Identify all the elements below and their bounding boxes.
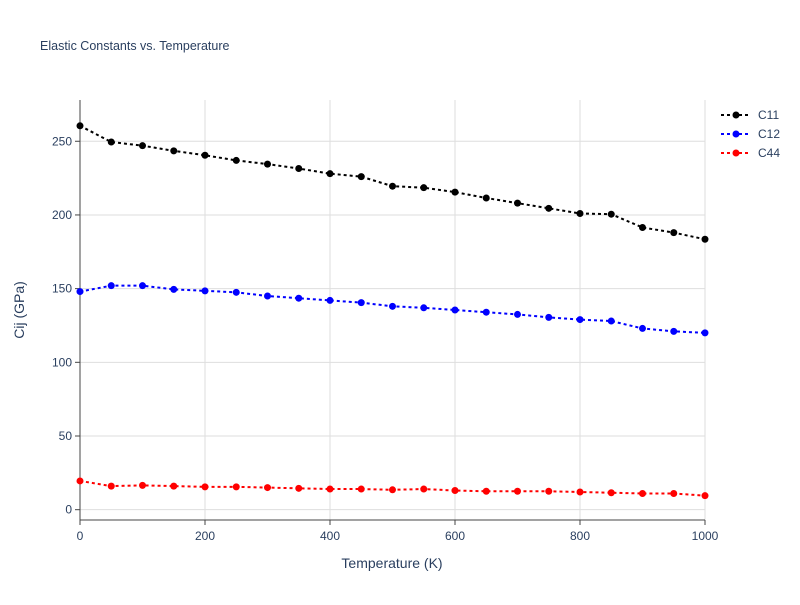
legend-item-c12[interactable]: C12 xyxy=(721,127,780,141)
legend[interactable]: C11 C12 C44 xyxy=(721,108,780,160)
data-point-c44[interactable] xyxy=(107,482,115,490)
data-point-c44[interactable] xyxy=(326,485,334,493)
data-point-c44[interactable] xyxy=(670,489,678,497)
legend-marker xyxy=(732,149,740,157)
legend-label: C12 xyxy=(758,127,780,141)
y-tick-label: 200 xyxy=(52,208,72,222)
data-point-c12[interactable] xyxy=(295,294,303,302)
data-point-c12[interactable] xyxy=(482,308,490,316)
y-tick-label: 50 xyxy=(59,429,73,443)
data-point-c44[interactable] xyxy=(545,487,553,495)
data-point-c44[interactable] xyxy=(607,489,615,497)
data-point-c44[interactable] xyxy=(264,484,271,492)
y-tick-label: 150 xyxy=(52,282,72,296)
data-point-c44[interactable] xyxy=(357,485,365,493)
data-point-c44[interactable] xyxy=(201,483,209,491)
data-point-c12[interactable] xyxy=(357,299,365,307)
legend-marker xyxy=(732,130,740,138)
x-tick-label: 800 xyxy=(570,529,590,543)
data-point-c11[interactable] xyxy=(639,223,646,231)
data-point-c12[interactable] xyxy=(264,292,271,300)
data-point-c11[interactable] xyxy=(576,209,584,217)
data-point-c12[interactable] xyxy=(514,310,521,318)
x-tick-label: 600 xyxy=(445,529,465,543)
data-point-c11[interactable] xyxy=(170,147,178,155)
data-point-c44[interactable] xyxy=(232,483,240,491)
chart-title: Elastic Constants vs. Temperature xyxy=(40,39,229,53)
y-tick-label: 250 xyxy=(52,134,72,148)
x-axis-title: Temperature (K) xyxy=(341,555,442,571)
data-point-c11[interactable] xyxy=(326,170,334,178)
x-tick-label: 1000 xyxy=(692,529,719,543)
axes: 0 200 400 600 800 1000 0 50 100 150 200 250 xyxy=(52,100,719,543)
data-point-c44[interactable] xyxy=(389,486,396,494)
data-point-c12[interactable] xyxy=(607,317,615,325)
data-point-c11[interactable] xyxy=(357,173,365,181)
data-point-c11[interactable] xyxy=(701,235,709,243)
data-point-c11[interactable] xyxy=(389,182,396,190)
data-point-c11[interactable] xyxy=(607,210,615,218)
data-point-c44[interactable] xyxy=(514,487,521,495)
data-point-c44[interactable] xyxy=(295,484,303,492)
data-point-c11[interactable] xyxy=(420,184,428,192)
data-point-c12[interactable] xyxy=(451,306,459,314)
data-point-c12[interactable] xyxy=(170,285,178,293)
data-point-c44[interactable] xyxy=(76,477,84,485)
data-point-c11[interactable] xyxy=(545,204,553,212)
data-point-c12[interactable] xyxy=(420,304,428,312)
data-point-c11[interactable] xyxy=(232,156,240,164)
x-tick-label: 0 xyxy=(77,529,84,543)
data-point-c12[interactable] xyxy=(545,313,553,321)
data-point-c11[interactable] xyxy=(139,142,146,150)
series-c12 xyxy=(76,282,709,337)
series-c11 xyxy=(76,122,709,243)
legend-label: C44 xyxy=(758,146,780,160)
data-series xyxy=(76,122,709,500)
data-point-c11[interactable] xyxy=(201,151,209,159)
data-point-c44[interactable] xyxy=(170,482,178,490)
data-point-c11[interactable] xyxy=(482,194,490,202)
data-point-c12[interactable] xyxy=(232,288,240,296)
y-tick-label: 100 xyxy=(52,355,72,369)
data-point-c12[interactable] xyxy=(670,327,678,335)
data-point-c44[interactable] xyxy=(451,487,459,495)
data-point-c11[interactable] xyxy=(514,199,521,207)
data-point-c44[interactable] xyxy=(576,488,584,496)
legend-marker xyxy=(732,111,740,119)
data-point-c44[interactable] xyxy=(639,489,646,497)
data-point-c11[interactable] xyxy=(107,138,115,146)
series-c44 xyxy=(76,477,709,500)
data-point-c12[interactable] xyxy=(639,324,646,332)
data-point-c11[interactable] xyxy=(670,229,678,237)
data-point-c11[interactable] xyxy=(264,160,271,168)
data-point-c11[interactable] xyxy=(451,188,459,196)
legend-item-c11[interactable]: C11 xyxy=(721,108,779,122)
legend-item-c44[interactable]: C44 xyxy=(721,146,780,160)
data-point-c12[interactable] xyxy=(326,296,334,304)
y-axis-title: Cij (GPa) xyxy=(11,281,27,339)
x-tick-label: 400 xyxy=(320,529,340,543)
data-point-c12[interactable] xyxy=(139,282,146,290)
data-point-c44[interactable] xyxy=(701,492,709,500)
data-point-c44[interactable] xyxy=(420,485,428,493)
x-tick-label: 200 xyxy=(195,529,215,543)
data-point-c12[interactable] xyxy=(201,287,209,295)
legend-label: C11 xyxy=(758,108,779,122)
data-point-c12[interactable] xyxy=(701,329,709,337)
data-point-c12[interactable] xyxy=(389,302,396,310)
data-point-c12[interactable] xyxy=(107,282,115,290)
data-point-c11[interactable] xyxy=(295,165,303,173)
data-point-c44[interactable] xyxy=(482,487,490,495)
y-tick-label: 0 xyxy=(65,503,72,517)
data-point-c12[interactable] xyxy=(76,288,84,296)
data-point-c44[interactable] xyxy=(139,481,146,489)
data-point-c11[interactable] xyxy=(76,122,84,130)
data-point-c12[interactable] xyxy=(576,316,584,324)
